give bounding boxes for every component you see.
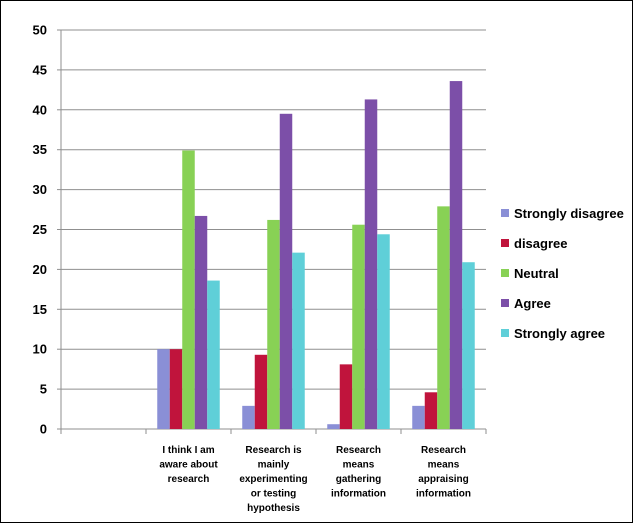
legend-swatch bbox=[501, 329, 509, 337]
bar-disagree bbox=[169, 349, 183, 429]
legend-label: Strongly agree bbox=[514, 326, 605, 341]
legend-label: disagree bbox=[514, 236, 567, 251]
bar-neutral bbox=[352, 224, 365, 429]
x-category-label: or testing bbox=[251, 489, 297, 500]
bar-strongly-agree bbox=[292, 252, 305, 429]
y-tick-label: 40 bbox=[33, 102, 47, 117]
bar-agree bbox=[364, 99, 378, 430]
x-category-label: Research bbox=[336, 445, 381, 456]
y-tick-label: 50 bbox=[33, 23, 47, 38]
bar-strongly-disagree bbox=[412, 405, 425, 429]
x-category-label: aware about bbox=[159, 460, 218, 471]
bar-disagree bbox=[424, 392, 438, 429]
bar-disagree bbox=[339, 364, 353, 429]
bar-agree bbox=[279, 113, 293, 429]
y-tick-label: 30 bbox=[33, 182, 47, 197]
bar-agree bbox=[194, 215, 208, 429]
y-tick-label: 5 bbox=[40, 382, 47, 397]
y-tick-label: 35 bbox=[33, 142, 47, 157]
legend-label: Strongly disagree bbox=[514, 206, 624, 221]
bar-disagree bbox=[254, 354, 268, 429]
bar-neutral bbox=[267, 219, 280, 429]
legend-swatch bbox=[501, 269, 509, 277]
legend-swatch bbox=[501, 299, 509, 307]
bar-agree bbox=[449, 81, 463, 430]
x-category-label: means bbox=[428, 460, 460, 471]
bar-neutral bbox=[437, 206, 450, 429]
x-category-label: experimenting bbox=[239, 474, 307, 485]
legend-swatch bbox=[501, 239, 509, 247]
x-category-label: research bbox=[168, 474, 210, 485]
x-category-label: hypothesis bbox=[247, 503, 300, 514]
bar-neutral bbox=[182, 150, 195, 430]
bar-strongly-agree bbox=[207, 280, 220, 429]
x-category-label: Research bbox=[421, 445, 466, 456]
x-category-label: gathering bbox=[336, 474, 382, 485]
bar-strongly-disagree bbox=[242, 405, 255, 429]
x-category-label: appraising bbox=[418, 474, 469, 485]
bar-strongly-agree bbox=[462, 262, 475, 429]
y-tick-label: 10 bbox=[33, 342, 47, 357]
y-tick-label: 15 bbox=[33, 302, 47, 317]
bar-strongly-disagree bbox=[327, 424, 340, 429]
x-category-label: mainly bbox=[258, 460, 290, 471]
y-tick-label: 0 bbox=[40, 422, 47, 437]
y-tick-label: 25 bbox=[33, 222, 47, 237]
x-category-label: information bbox=[416, 489, 471, 500]
x-category-label: information bbox=[331, 489, 386, 500]
x-category-label: Research is bbox=[245, 445, 302, 456]
legend-swatch bbox=[501, 209, 509, 217]
bar-strongly-disagree bbox=[157, 349, 170, 429]
y-tick-label: 45 bbox=[33, 62, 47, 77]
bar-strongly-agree bbox=[377, 234, 390, 429]
legend-label: Agree bbox=[514, 296, 551, 311]
x-category-label: means bbox=[343, 460, 375, 471]
legend-label: Neutral bbox=[514, 266, 559, 281]
x-category-label: I think I am bbox=[162, 445, 214, 456]
y-tick-label: 20 bbox=[33, 262, 47, 277]
